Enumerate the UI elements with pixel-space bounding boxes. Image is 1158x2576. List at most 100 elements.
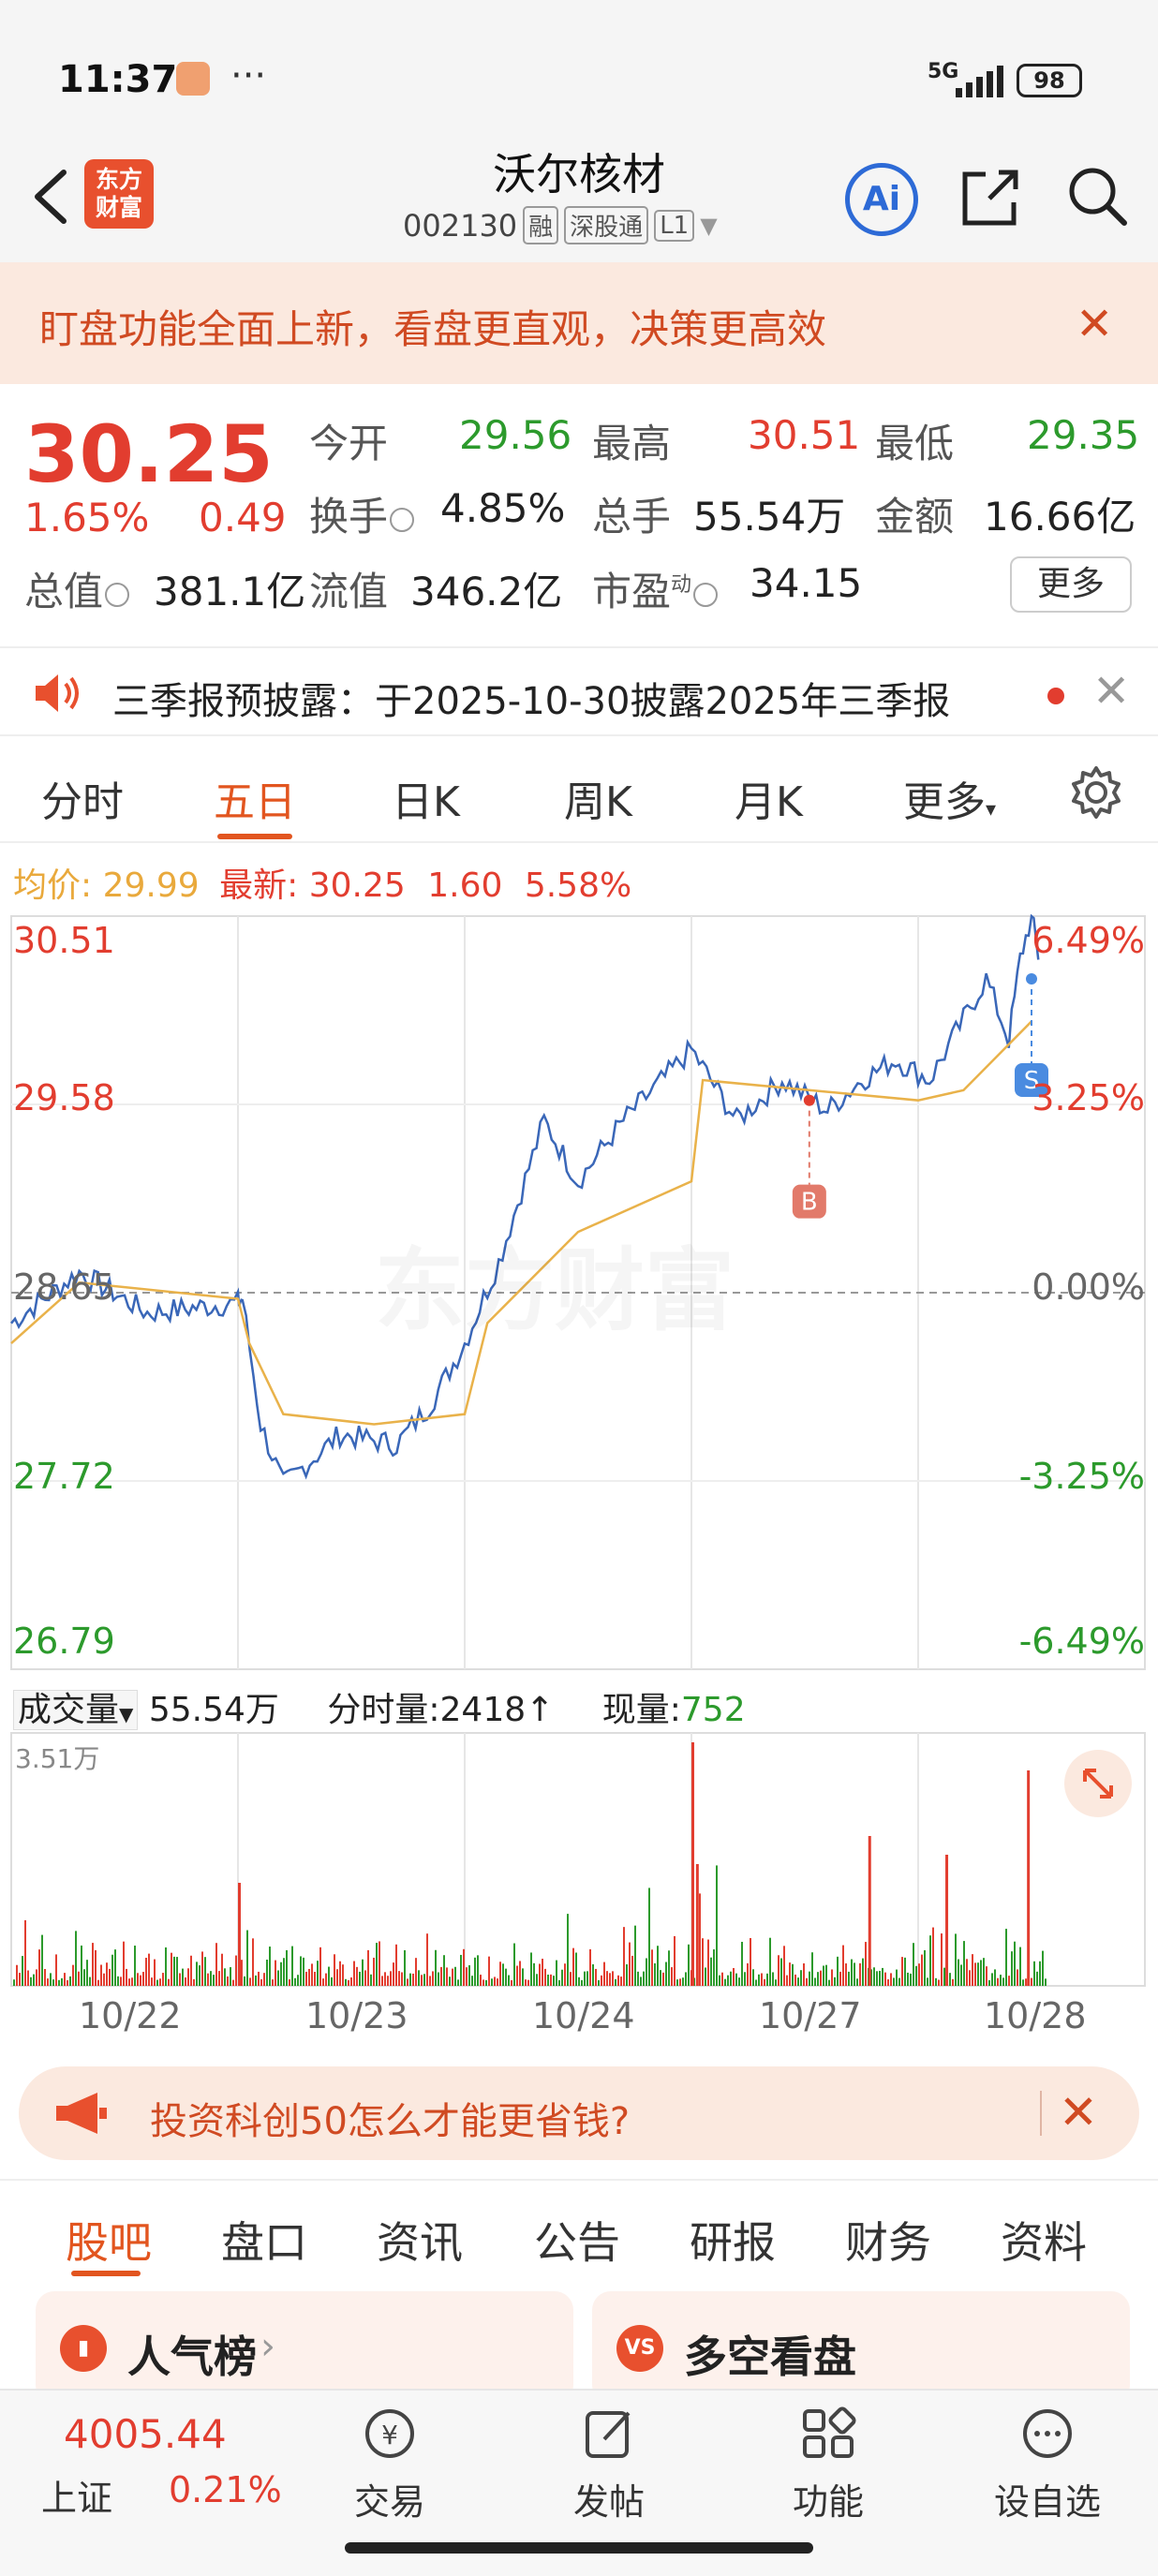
banner-text: 盯盘功能全面上新，看盘更直观，决策更高效: [39, 306, 827, 352]
volume-bar: [814, 1977, 816, 1986]
feature-banner[interactable]: 盯盘功能全面上新，看盘更直观，决策更高效 ✕: [0, 262, 1158, 384]
app-logo[interactable]: 东方 财富: [84, 159, 154, 229]
y-tick-left: 28.65: [13, 1266, 115, 1308]
volume-bar: [86, 1960, 88, 1986]
volume-bar: [187, 1968, 189, 1986]
volume-bar: [997, 1977, 999, 1986]
notice-bar[interactable]: 三季报预披露：于2025-10-30披露2025年三季报 ✕: [0, 646, 1158, 736]
volume-bar: [289, 1979, 290, 1986]
tab-announcements[interactable]: 公告: [534, 2217, 620, 2268]
search-icon[interactable]: [1064, 163, 1130, 229]
volume-bar: [598, 1979, 600, 1986]
low-value: 29.35: [1027, 412, 1140, 458]
volume-bar: [952, 1978, 954, 1986]
volume-bar: [789, 1962, 791, 1986]
volume-bar: [176, 1957, 178, 1986]
volume-bar: [724, 1978, 726, 1986]
tab-more[interactable]: 更多▾: [903, 768, 996, 828]
open-value: 29.56: [459, 412, 572, 458]
volume-bar: [97, 1979, 99, 1986]
volume-bar: [792, 1963, 794, 1986]
float-label: 流值: [309, 569, 389, 614]
volume-bar: [190, 1955, 192, 1986]
volume-bar: [646, 1958, 647, 1986]
tab-five-day[interactable]: 五日: [214, 778, 296, 826]
post-button[interactable]: 发帖: [543, 2404, 675, 2524]
add-watchlist-button[interactable]: 设自选: [982, 2404, 1113, 2524]
y-tick-right: 6.49%: [1032, 920, 1145, 961]
tab-daily-k[interactable]: 日K: [392, 778, 460, 826]
volume-bar: [980, 1960, 982, 1986]
volume-bar: [199, 1965, 200, 1986]
volume-bar: [601, 1975, 602, 1986]
tab-finance[interactable]: 财务: [845, 2217, 931, 2268]
sell-marker-label: S: [1024, 1067, 1040, 1095]
edit-icon: [586, 2411, 631, 2458]
low-label: 最低: [875, 421, 955, 466]
volume-bar: [932, 1927, 934, 1986]
volume-bar: [927, 1977, 928, 1986]
trade-label: 交易: [353, 2481, 425, 2523]
tab-profile[interactable]: 资料: [1001, 2217, 1087, 2268]
tab-orderbook[interactable]: 盘口: [221, 2217, 307, 2268]
current-volume: 752: [680, 1691, 746, 1729]
volume-bar: [1031, 1977, 1032, 1986]
volume-bar: [828, 1979, 830, 1986]
svg-text:¥: ¥: [381, 2420, 398, 2450]
pe-value: 34.15: [750, 560, 863, 606]
trade-button[interactable]: ¥ 交易: [324, 2404, 455, 2524]
volume-bar: [418, 1970, 420, 1986]
tab-guba[interactable]: 股吧: [66, 2217, 152, 2268]
turnover-label[interactable]: 换手: [309, 485, 415, 542]
volume-bar: [648, 1888, 650, 1986]
sell-point: [1026, 973, 1037, 985]
ai-button[interactable]: Ai: [845, 163, 918, 236]
stock-code-row[interactable]: 002130 融 深股通 L1 ▼: [403, 206, 718, 244]
expand-icon[interactable]: [1064, 1750, 1132, 1817]
volume-bar: [252, 1938, 254, 1986]
promo-close-icon[interactable]: ✕: [1059, 2085, 1098, 2139]
volume-bar: [423, 1974, 425, 1986]
volume-bar: [356, 1966, 358, 1986]
volume-bar: [958, 1959, 959, 1986]
volume-bar: [466, 1967, 468, 1986]
volume-bar: [972, 1954, 973, 1986]
tab-news[interactable]: 资讯: [377, 2217, 463, 2268]
volume-bar: [966, 1959, 968, 1986]
x-label: 10/23: [305, 1995, 408, 2036]
tab-monthly-k[interactable]: 月K: [735, 778, 803, 826]
more-button[interactable]: 更多: [1010, 556, 1132, 613]
features-button[interactable]: 功能: [763, 2404, 894, 2524]
chart-info-row: 均价: 29.99 最新: 30.25 1.60 5.58%: [13, 858, 631, 907]
volume-bar: [837, 1956, 839, 1986]
last-percent: 5.58%: [524, 866, 632, 905]
last-value: 30.25: [308, 866, 406, 905]
volume-bar: [589, 1948, 591, 1986]
volume-bar: [662, 1972, 664, 1986]
promo-banner[interactable]: 投资科创50怎么才能更省钱? ✕: [19, 2066, 1139, 2160]
mktcap-label[interactable]: 总值: [24, 560, 130, 617]
back-icon[interactable]: [24, 159, 81, 234]
volume-bar: [713, 1949, 715, 1986]
volume-bar: [55, 1954, 57, 1986]
tab-intraday[interactable]: 分时: [41, 778, 124, 826]
volume-bar: [856, 1978, 858, 1986]
notice-close-icon[interactable]: ✕: [1092, 665, 1131, 718]
share-icon[interactable]: [958, 165, 1023, 230]
tab-weekly-k[interactable]: 周K: [564, 778, 632, 826]
volume-bar: [224, 1968, 226, 1986]
stock-code: 002130: [403, 207, 518, 244]
popularity-card[interactable]: ▮ 人气榜 ›: [36, 2291, 573, 2404]
pe-label[interactable]: 市盈动: [592, 560, 719, 617]
tab-research[interactable]: 研报: [690, 2217, 776, 2268]
volume-bar: [595, 1968, 597, 1986]
volume-bar: [606, 1971, 608, 1986]
volume-selector[interactable]: 成交量▼: [13, 1690, 139, 1730]
average-line: [10, 1020, 1032, 1426]
volume-bar: [159, 1978, 161, 1986]
bull-bear-card[interactable]: VS 多空看盘: [592, 2291, 1130, 2404]
volume-bar: [213, 1975, 215, 1986]
settings-gear-icon[interactable]: [1068, 764, 1124, 821]
banner-close-icon[interactable]: ✕: [1076, 298, 1114, 350]
